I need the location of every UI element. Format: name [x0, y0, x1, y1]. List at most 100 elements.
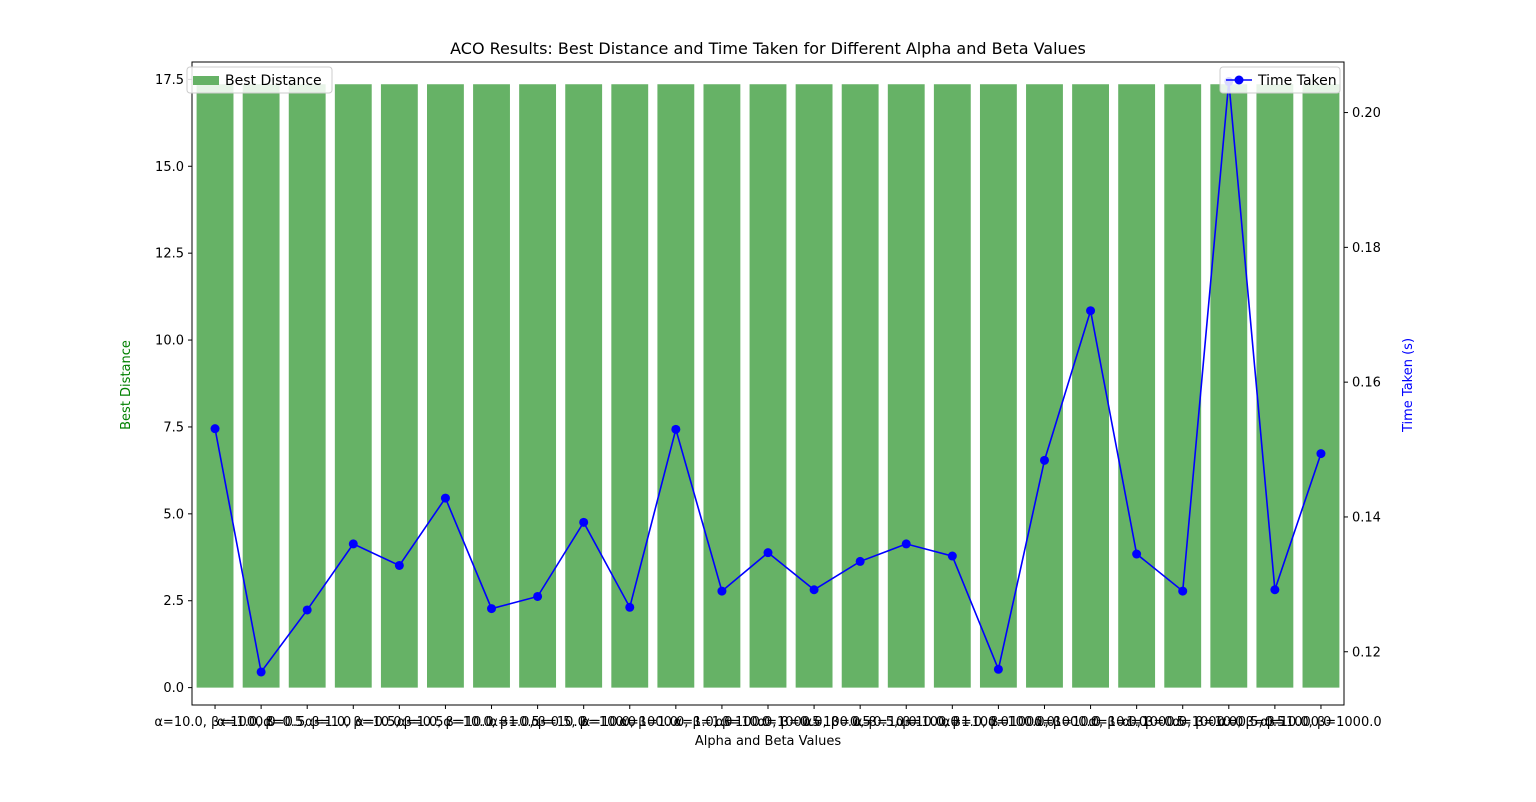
y-left-tick-label: 5.0	[163, 507, 184, 522]
legend-swatch	[193, 76, 219, 85]
x-tick-label: α=0.5, β=1.0	[263, 715, 351, 730]
bar	[1164, 84, 1202, 688]
bar	[979, 84, 1017, 688]
time-taken-point	[487, 604, 497, 614]
y-left-tick-label: 0.0	[163, 681, 184, 696]
time-taken-point	[210, 424, 220, 434]
y-left-tick-label: 7.5	[163, 420, 184, 435]
time-taken-point	[947, 551, 957, 561]
time-taken-point	[533, 591, 543, 601]
y-left-axis-label: Best Distance	[119, 340, 134, 430]
bar	[1026, 84, 1063, 688]
time-taken-point	[855, 556, 865, 566]
legend-label: Best Distance	[225, 73, 322, 89]
time-taken-point	[1178, 586, 1188, 596]
x-tick-label: α=0.5, β=100.0	[531, 715, 636, 730]
x-tick-label: α=10.0, β=1000.0	[154, 715, 275, 730]
x-tick-label: α=0.5, β=0.5	[355, 715, 443, 730]
bar	[1302, 84, 1340, 688]
y-left-tick-label: 12.5	[155, 247, 184, 262]
time-taken-point	[1086, 306, 1096, 316]
time-taken-point	[1316, 449, 1326, 459]
y-right-tick-label: 0.16	[1352, 376, 1381, 391]
time-taken-point	[440, 493, 450, 503]
legend-best-distance: Best Distance	[186, 66, 333, 94]
x-tick-label: α=10.0, β=1000.0	[1260, 715, 1381, 730]
time-taken-point	[717, 586, 727, 596]
legend-label: Time Taken	[1257, 73, 1337, 89]
time-taken-point	[348, 539, 358, 549]
bar	[933, 84, 971, 688]
bar	[657, 84, 695, 688]
legends: Best Distance Time Taken	[186, 66, 1341, 94]
x-tick-label: α=100.0, β=10.0	[988, 715, 1101, 730]
legend-frame	[1219, 66, 1341, 94]
bar	[749, 84, 787, 688]
legend-frame	[186, 66, 333, 94]
bar	[611, 84, 649, 688]
y-right-tick-label: 0.18	[1352, 241, 1381, 256]
x-tick-label: α=1000.0, β=1.0	[619, 715, 732, 730]
x-tick-label: α=1.0, β=1000.0	[942, 715, 1055, 730]
time-taken-point	[1039, 455, 1049, 465]
x-tick-label: α=1000.0, β=1.0	[1034, 715, 1147, 730]
time-taken-point	[809, 585, 819, 595]
time-taken-point	[256, 667, 266, 677]
bar-series	[196, 84, 1340, 688]
y-right-axis-label: Time Taken (s)	[1401, 338, 1416, 433]
bar	[334, 84, 372, 688]
x-tick-label: α=10.0, β=100.0	[896, 715, 1009, 730]
time-taken-point	[1270, 585, 1280, 595]
bar	[795, 84, 833, 688]
x-tick-label: α=1.0, β=0.5	[217, 715, 305, 730]
x-tick-label: α=100.0, β=0.5	[716, 715, 821, 730]
x-tick-label: α=0.5, β=100.0	[854, 715, 959, 730]
time-taken-point	[993, 664, 1003, 674]
bar	[196, 84, 234, 688]
bar	[1210, 84, 1248, 688]
y-right-tick-label: 0.14	[1352, 510, 1381, 525]
time-taken-point	[625, 602, 635, 612]
time-taken-point	[302, 605, 312, 615]
bar	[519, 84, 557, 688]
bar	[841, 84, 879, 688]
x-tick-label: α=1.0, β=10.0	[397, 715, 494, 730]
bar	[1072, 84, 1109, 688]
bar	[703, 84, 741, 688]
x-tick-label: α=10.0, β=0.5	[1088, 715, 1185, 730]
y-left-tick-label: 2.5	[163, 594, 184, 609]
x-tick-label: α=1.0, β=10.0	[674, 715, 771, 730]
time-taken-point	[671, 424, 681, 434]
time-taken-point	[394, 560, 404, 570]
bar	[473, 84, 510, 688]
y-right-tick-label: 0.20	[1352, 106, 1381, 121]
x-tick-label: α=10.0, β=0.5	[443, 715, 540, 730]
bar	[288, 84, 326, 688]
axes: 0.0 2.5 5.0 7.5 10.0 12.5 15.0 17.5 0.12 0.14 0.16…	[154, 61, 1382, 730]
chart-title: ACO Results: Best Distance and Time Take…	[450, 39, 1086, 58]
x-tick-label: α=0.5, β=1000.0	[1218, 715, 1331, 730]
legend-time-taken: Time Taken	[1219, 66, 1341, 94]
time-taken-point	[763, 548, 773, 558]
bar	[427, 84, 464, 688]
y-left-tick-label: 15.0	[155, 160, 184, 175]
x-axis-label: Alpha and Beta Values	[695, 734, 841, 749]
x-tick-label: α=10.0, β=1.0	[581, 715, 678, 730]
bar	[887, 84, 925, 688]
y-left-tick-label: 10.0	[155, 334, 184, 349]
bar	[565, 84, 603, 688]
x-tick-label: α=1.0, β=10.0	[305, 715, 402, 730]
bar	[242, 84, 280, 688]
x-tick-label: α=1000.0, β=10.0	[1122, 715, 1243, 730]
line-series	[210, 77, 1326, 677]
legend-swatch-marker	[1234, 75, 1244, 85]
bar	[1256, 84, 1294, 688]
time-taken-point	[901, 539, 911, 549]
bar	[1118, 84, 1156, 688]
time-taken-point	[1132, 549, 1142, 559]
time-taken-point	[579, 517, 589, 527]
y-right-tick-label: 0.12	[1352, 645, 1381, 660]
x-tick-label: α=100.0, β=10.0	[804, 715, 917, 730]
y-left-tick-label: 17.5	[155, 73, 184, 88]
